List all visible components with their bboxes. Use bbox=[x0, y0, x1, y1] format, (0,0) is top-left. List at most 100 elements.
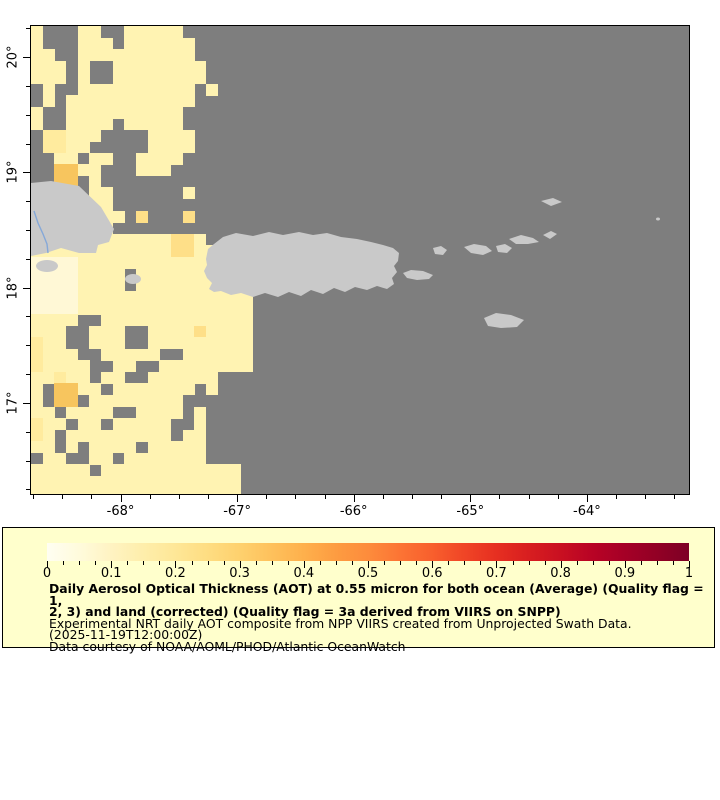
st-john-island bbox=[496, 244, 512, 253]
aot-cell bbox=[54, 129, 67, 142]
aot-cell bbox=[124, 245, 137, 258]
aot-cell bbox=[124, 26, 137, 38]
aot-cell bbox=[182, 475, 195, 488]
aot-cell bbox=[217, 348, 230, 361]
aot-cell bbox=[135, 429, 149, 442]
colorbar-minor-tick bbox=[528, 561, 530, 565]
aot-cell bbox=[89, 452, 102, 465]
colorbar-minor-tick bbox=[223, 561, 225, 565]
aot-cell bbox=[31, 360, 44, 373]
aot-cell bbox=[89, 26, 102, 38]
aot-cell bbox=[170, 464, 184, 477]
aot-cell bbox=[112, 210, 125, 223]
aot-cell bbox=[147, 487, 160, 494]
aot-cell bbox=[135, 475, 149, 488]
aot-cell bbox=[194, 360, 207, 373]
aot-cell bbox=[77, 141, 90, 154]
aot-cell bbox=[217, 291, 230, 304]
lat-tick-label: 17° bbox=[5, 391, 21, 415]
lat-minor-tick bbox=[26, 345, 30, 347]
aot-cell bbox=[31, 441, 44, 454]
aot-cell bbox=[77, 360, 90, 373]
aot-cell bbox=[229, 337, 242, 350]
aot-cell bbox=[89, 256, 102, 269]
aot-cell bbox=[42, 60, 55, 73]
aot-cell bbox=[101, 268, 114, 281]
aot-cell bbox=[112, 429, 125, 442]
st-croix-island bbox=[484, 313, 524, 328]
aot-cell bbox=[159, 429, 172, 442]
colorbar-minor-tick bbox=[63, 561, 64, 565]
colorbar-major-tick bbox=[239, 561, 241, 568]
aot-cell bbox=[101, 118, 114, 131]
colorbar-minor-tick bbox=[79, 561, 81, 565]
colorbar-major-tick bbox=[432, 561, 434, 568]
aot-cell bbox=[42, 475, 55, 488]
lon-minor-tick bbox=[266, 495, 268, 499]
colorbar-major-tick bbox=[175, 561, 177, 568]
aot-cell bbox=[147, 464, 160, 477]
aot-cell bbox=[112, 83, 125, 96]
aot-cell bbox=[194, 348, 207, 361]
aot-cell bbox=[101, 95, 114, 108]
colorbar-minor-tick bbox=[159, 561, 161, 565]
aot-cell bbox=[170, 395, 184, 407]
aot-cell bbox=[31, 395, 44, 407]
aot-cell bbox=[124, 441, 137, 454]
colorbar-minor-tick bbox=[656, 561, 658, 565]
aot-cell bbox=[54, 418, 67, 430]
aot-cell bbox=[89, 164, 102, 177]
aot-cell bbox=[101, 106, 114, 119]
colorbar bbox=[47, 543, 689, 561]
aot-cell bbox=[147, 371, 160, 384]
aot-cell bbox=[205, 337, 219, 350]
aot-cell bbox=[135, 418, 149, 430]
colorbar-minor-tick bbox=[464, 561, 466, 565]
aot-cell bbox=[77, 383, 90, 396]
aot-cell bbox=[77, 302, 90, 315]
aot-cell bbox=[112, 291, 125, 304]
aot-cell bbox=[159, 464, 172, 477]
aot-cell bbox=[124, 302, 137, 315]
lon-minor-tick bbox=[324, 495, 326, 499]
aot-cell bbox=[89, 129, 102, 142]
aot-cell bbox=[124, 256, 137, 269]
aot-cell bbox=[77, 418, 90, 430]
aot-cell bbox=[205, 383, 219, 396]
aot-cell bbox=[217, 314, 230, 327]
aot-cell bbox=[42, 429, 55, 442]
aot-cell bbox=[170, 406, 184, 419]
aot-cell bbox=[170, 302, 184, 315]
colorbar-tick-label: 0.6 bbox=[421, 566, 443, 581]
lon-minor-tick bbox=[441, 495, 443, 499]
aot-cell bbox=[229, 325, 242, 338]
aot-cell bbox=[194, 418, 207, 430]
colorbar-major-tick bbox=[111, 561, 113, 568]
aot-cell bbox=[147, 141, 160, 154]
aot-cell bbox=[182, 60, 195, 73]
aot-cell bbox=[101, 314, 114, 327]
aot-cell bbox=[147, 118, 160, 131]
aot-cell bbox=[89, 441, 102, 454]
lat-minor-tick bbox=[26, 114, 30, 116]
aot-cell bbox=[66, 95, 79, 108]
aot-cell bbox=[42, 129, 55, 142]
aot-cell bbox=[89, 337, 102, 350]
vieques-island bbox=[403, 270, 433, 280]
colorbar-tick-label: 0 bbox=[42, 566, 52, 581]
aot-cell bbox=[42, 371, 55, 384]
aot-cell bbox=[66, 475, 79, 488]
aot-cell bbox=[135, 106, 149, 119]
aot-cell bbox=[124, 383, 137, 396]
aot-cell bbox=[54, 371, 67, 384]
aot-cell bbox=[159, 383, 172, 396]
aot-cell bbox=[194, 429, 207, 442]
aot-cell bbox=[54, 360, 67, 373]
aot-cell bbox=[124, 106, 137, 119]
aot-cell bbox=[42, 49, 55, 62]
aot-cell bbox=[170, 141, 184, 154]
colorbar-major-tick bbox=[368, 561, 369, 568]
aot-cell bbox=[89, 291, 102, 304]
aot-cell bbox=[135, 83, 149, 96]
aot-cell bbox=[194, 256, 207, 269]
